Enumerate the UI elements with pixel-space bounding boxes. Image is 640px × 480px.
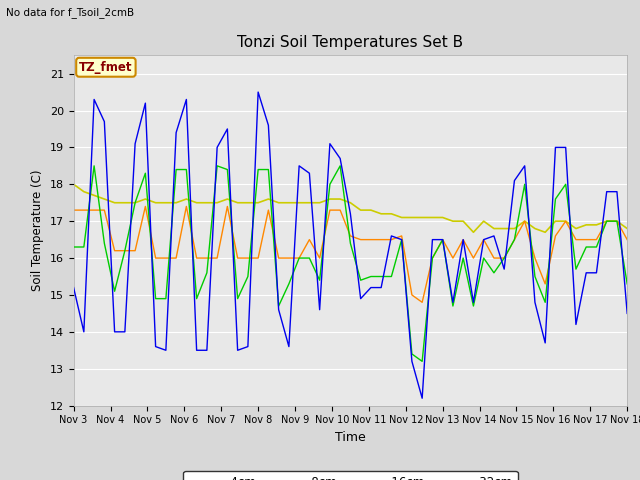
Y-axis label: Soil Temperature (C): Soil Temperature (C) (31, 169, 44, 291)
Title: Tonzi Soil Temperatures Set B: Tonzi Soil Temperatures Set B (237, 35, 463, 50)
Text: TZ_fmet: TZ_fmet (79, 61, 132, 74)
Legend: -4cm, -8cm, -16cm, -32cm: -4cm, -8cm, -16cm, -32cm (183, 471, 518, 480)
X-axis label: Time: Time (335, 431, 366, 444)
Text: No data for f_Tsoil_2cmB: No data for f_Tsoil_2cmB (6, 7, 134, 18)
